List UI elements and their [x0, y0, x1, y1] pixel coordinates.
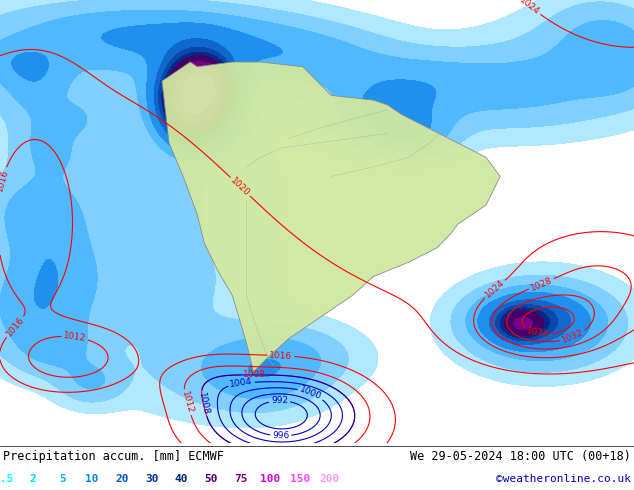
Text: 992: 992	[271, 396, 288, 406]
Text: 1028: 1028	[529, 275, 553, 293]
Text: 1020: 1020	[229, 175, 252, 198]
Text: 1016: 1016	[4, 315, 26, 339]
Text: 1012: 1012	[63, 331, 87, 343]
Text: ©weatheronline.co.uk: ©weatheronline.co.uk	[496, 474, 631, 485]
Polygon shape	[162, 62, 500, 372]
Text: 996: 996	[272, 431, 290, 441]
Text: 1008: 1008	[243, 370, 266, 379]
Text: We 29-05-2024 18:00 UTC (00+18): We 29-05-2024 18:00 UTC (00+18)	[410, 450, 631, 464]
Text: 1032: 1032	[560, 328, 585, 345]
Text: 1016: 1016	[0, 168, 10, 193]
Text: 1016: 1016	[269, 350, 292, 361]
Text: 1004: 1004	[230, 377, 254, 390]
Text: 0.5: 0.5	[0, 474, 13, 485]
Text: Precipitation accum. [mm] ECMWF: Precipitation accum. [mm] ECMWF	[3, 450, 224, 464]
Text: 50: 50	[204, 474, 217, 485]
Text: 5: 5	[59, 474, 66, 485]
Text: 10: 10	[86, 474, 99, 485]
Text: 150: 150	[290, 474, 310, 485]
Text: 1008: 1008	[197, 392, 210, 416]
Text: 200: 200	[320, 474, 340, 485]
Text: 1024: 1024	[518, 0, 541, 17]
Text: 1000: 1000	[299, 385, 323, 402]
Text: 1024: 1024	[483, 278, 507, 300]
Text: 20: 20	[115, 474, 129, 485]
Text: 1012: 1012	[179, 390, 194, 415]
Text: 30: 30	[145, 474, 158, 485]
Text: 100: 100	[260, 474, 280, 485]
Text: 1036: 1036	[525, 326, 550, 340]
Text: 40: 40	[174, 474, 188, 485]
Text: 2: 2	[29, 474, 36, 485]
Text: 75: 75	[234, 474, 247, 485]
